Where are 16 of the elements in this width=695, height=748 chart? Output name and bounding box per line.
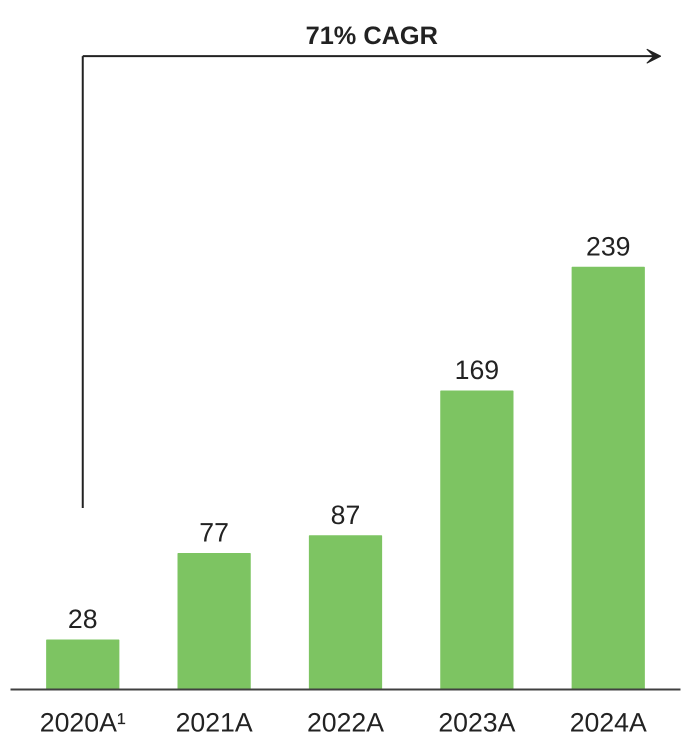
x-tick-label: 2023A [438,708,516,738]
x-tick-label: 2022A [306,708,384,738]
data-label: 87 [330,500,360,530]
bar [46,640,120,690]
text: 71% CAGR [306,22,438,50]
bar [178,552,251,690]
bar [572,266,645,690]
data-label: 239 [586,231,630,262]
x-tick-label: 2020A¹ [40,708,126,738]
data-label: 169 [454,354,500,385]
bar [440,390,514,690]
x-tick-label: 2021A [176,708,253,738]
bar [308,535,382,690]
data-label: 77 [199,517,229,548]
data-label: 28 [68,604,98,634]
x-tick-label: 2024A [570,708,648,738]
